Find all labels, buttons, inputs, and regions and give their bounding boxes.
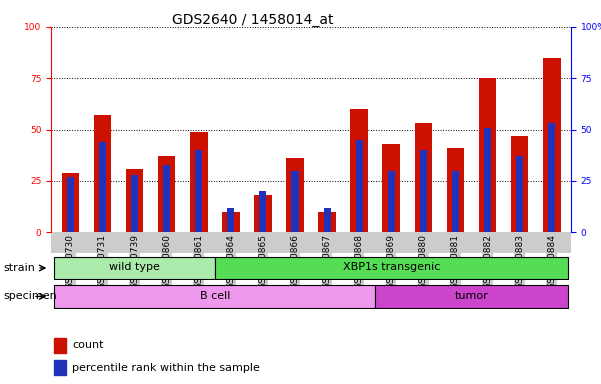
Bar [227, 208, 234, 232]
Bar [67, 177, 74, 232]
Bar [415, 123, 432, 232]
Bar [511, 136, 528, 232]
FancyBboxPatch shape [215, 257, 568, 279]
Bar [254, 195, 272, 232]
Bar [94, 115, 111, 232]
Bar [356, 140, 362, 232]
Bar [163, 164, 170, 232]
Text: tumor: tumor [454, 291, 489, 301]
Bar [484, 127, 491, 232]
FancyBboxPatch shape [54, 257, 215, 279]
Text: XBP1s transgenic: XBP1s transgenic [343, 262, 440, 272]
Bar [319, 212, 336, 232]
FancyBboxPatch shape [54, 285, 375, 308]
Bar [195, 150, 202, 232]
Bar [222, 212, 240, 232]
Text: B cell: B cell [200, 291, 230, 301]
Bar [447, 148, 464, 232]
Bar [382, 144, 400, 232]
Text: wild type: wild type [109, 262, 160, 272]
Bar [516, 156, 523, 232]
Bar [291, 170, 299, 232]
FancyBboxPatch shape [375, 285, 568, 308]
Bar [420, 150, 427, 232]
Text: strain: strain [3, 263, 35, 273]
Bar [323, 208, 331, 232]
Bar [54, 360, 66, 375]
Text: GDS2640 / 1458014_at: GDS2640 / 1458014_at [172, 13, 333, 27]
Bar [54, 338, 66, 353]
Bar [126, 169, 144, 232]
Bar [388, 170, 395, 232]
Bar [260, 191, 266, 232]
Text: count: count [72, 340, 103, 350]
Bar [286, 158, 304, 232]
Bar [61, 173, 79, 232]
Bar [350, 109, 368, 232]
Bar [158, 156, 175, 232]
Bar [190, 132, 207, 232]
Text: specimen: specimen [3, 291, 56, 301]
Bar [478, 78, 496, 232]
Bar [99, 142, 106, 232]
Bar [452, 170, 459, 232]
Text: percentile rank within the sample: percentile rank within the sample [72, 362, 260, 373]
Bar [131, 175, 138, 232]
Bar [543, 58, 561, 232]
Bar [548, 123, 555, 232]
